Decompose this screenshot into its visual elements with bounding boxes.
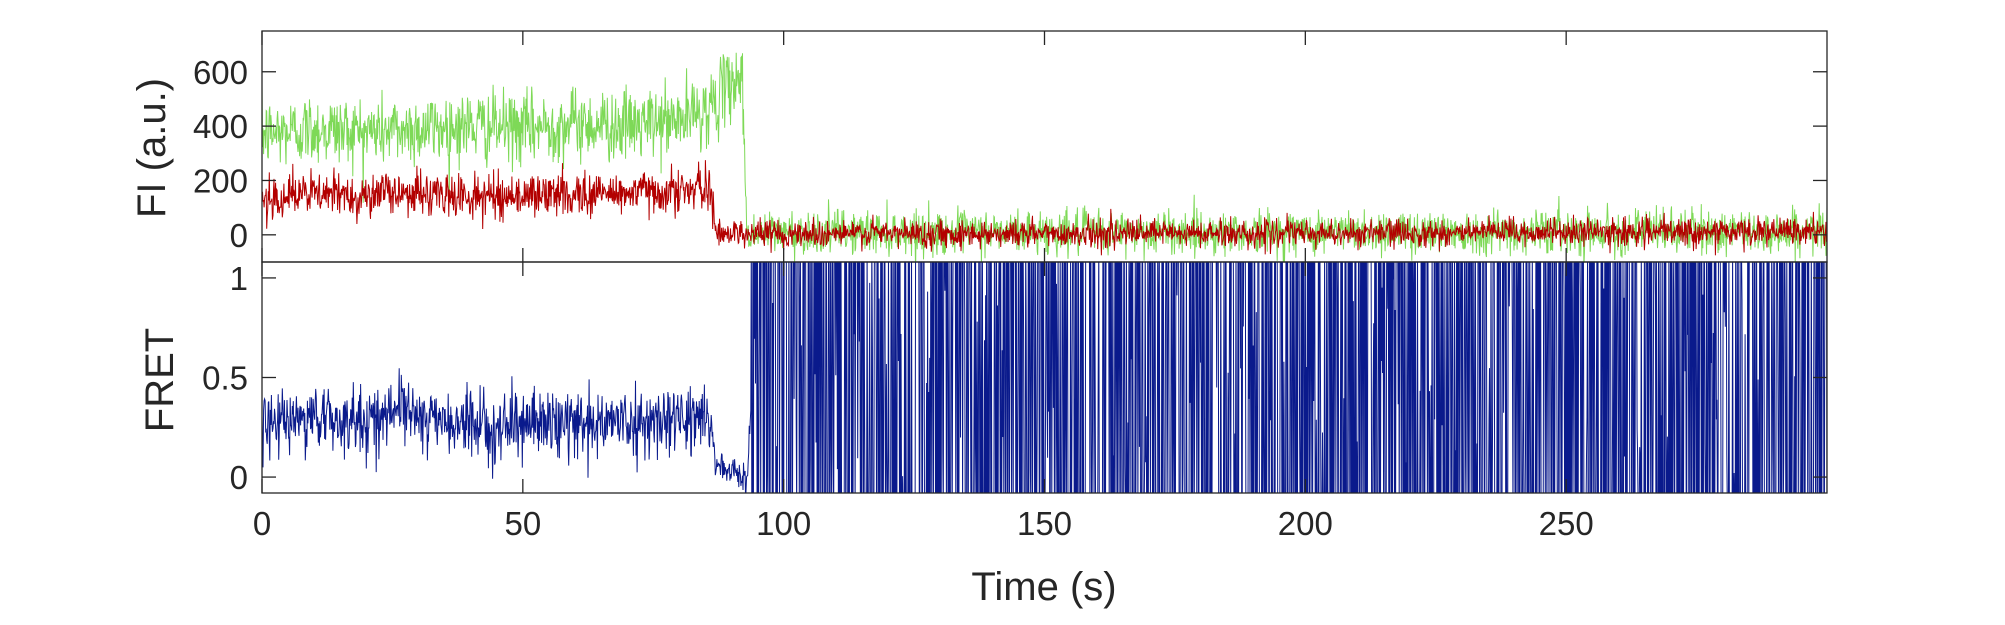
x-tick-label: 50 bbox=[504, 505, 541, 542]
y-tick-label: 600 bbox=[193, 54, 248, 91]
y-tick-label: 200 bbox=[193, 162, 248, 199]
fret-efficiency-line bbox=[262, 262, 1827, 493]
intensity-series-group bbox=[262, 52, 1827, 262]
y-tick-label: 400 bbox=[193, 108, 248, 145]
intensity-ylabel: FI (a.u.) bbox=[130, 78, 174, 218]
x-tick-label: 100 bbox=[756, 505, 811, 542]
time-xlabel: Time (s) bbox=[971, 565, 1116, 609]
x-tick-label: 200 bbox=[1278, 505, 1333, 542]
acceptor-intensity-line bbox=[262, 160, 1827, 256]
y-tick-label: 0 bbox=[230, 459, 248, 496]
x-tick-label: 0 bbox=[253, 505, 271, 542]
fret-ticks: 0 50 100 150 200 250 0 0.5 1 bbox=[202, 260, 1827, 542]
y-tick-label: 1 bbox=[230, 260, 248, 297]
fret-ylabel: FRET bbox=[138, 328, 182, 432]
x-tick-label: 150 bbox=[1017, 505, 1072, 542]
y-tick-label: 0.5 bbox=[202, 360, 248, 397]
fret-series-group bbox=[262, 262, 1827, 493]
x-tick-label: 250 bbox=[1539, 505, 1594, 542]
fret-panel: 0 50 100 150 200 250 0 0.5 1 FRET Time (s) bbox=[138, 260, 1828, 609]
y-tick-label: 0 bbox=[230, 217, 248, 254]
intensity-ticks: 0 200 400 600 bbox=[193, 31, 1827, 262]
